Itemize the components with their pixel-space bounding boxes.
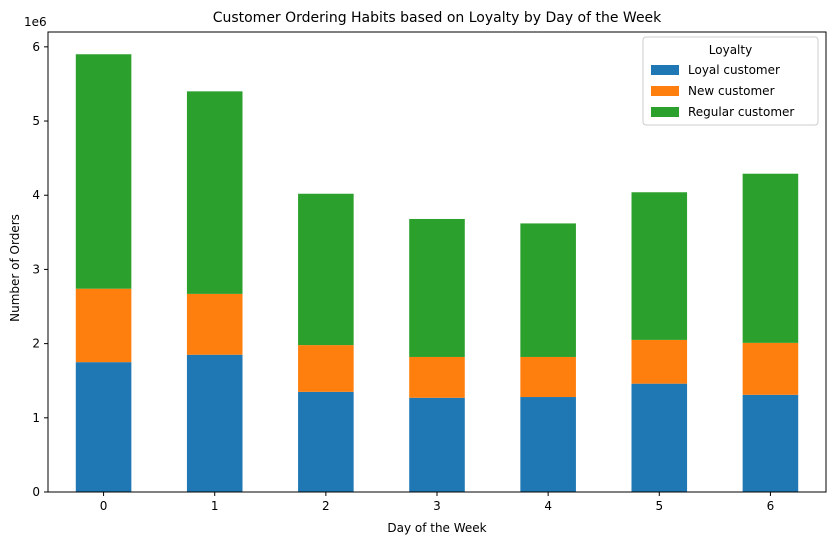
legend-box [642,36,819,126]
bar-loyal-customer-day-6 [742,394,799,492]
legend-label: Loyal customer [688,63,780,77]
bar-regular-customer-day-4 [520,223,576,357]
legend-swatch [651,86,679,96]
y-tick-label: 5 [32,114,40,128]
bar-new-customer-day-1 [186,293,243,355]
bar-regular-customer-day-5 [631,192,688,340]
bar-new-customer-day-5 [631,339,688,384]
legend-title: Loyalty [709,43,752,57]
x-tick-label: 1 [211,499,219,513]
x-tick-label: 4 [544,499,552,513]
legend-label: Regular customer [688,105,794,119]
bar-new-customer-day-6 [742,342,799,395]
bar-new-customer-day-3 [409,356,465,398]
legend-swatch [651,65,679,75]
x-tick-label: 2 [322,499,330,513]
bar-regular-customer-day-6 [742,173,799,343]
bar-regular-customer-day-2 [298,193,354,346]
bar-regular-customer-day-0 [75,54,132,289]
y-axis-label: Number of Orders [8,214,22,322]
y-offset-label: 1e6 [24,15,47,29]
bars-group [75,54,799,492]
bar-loyal-customer-day-1 [186,354,243,492]
y-tick-label: 6 [32,40,40,54]
bar-loyal-customer-day-5 [631,383,688,492]
axes-group: 0 1 2 3 4 5 6 0 1 2 3 4 5 6 [32,31,827,513]
bar-loyal-customer-day-2 [298,391,354,492]
y-tick-label: 2 [32,337,40,351]
x-tick-label: 0 [100,499,108,513]
legend: Loyalty Loyal customer New customer Regular… [642,36,819,126]
x-tick-label: 3 [433,499,441,513]
legend-label: New customer [688,84,775,98]
x-axis-label: Day of the Week [387,521,486,535]
y-tick-label: 1 [32,411,40,425]
y-tick-label: 0 [32,485,40,499]
bar-new-customer-day-4 [520,356,576,398]
y-tick-label: 3 [32,262,40,276]
x-tick-label: 6 [767,499,775,513]
y-tick-label: 4 [32,188,40,202]
bar-loyal-customer-day-4 [520,397,576,492]
bar-regular-customer-day-1 [186,91,243,294]
bar-loyal-customer-day-0 [75,362,132,492]
bar-loyal-customer-day-3 [409,397,465,492]
chart-title: Customer Ordering Habits based on Loyalt… [213,10,662,26]
bar-regular-customer-day-3 [409,218,465,357]
legend-swatch [651,107,679,117]
bar-new-customer-day-2 [298,345,354,392]
bar-new-customer-day-0 [75,288,132,363]
x-tick-label: 5 [655,499,663,513]
